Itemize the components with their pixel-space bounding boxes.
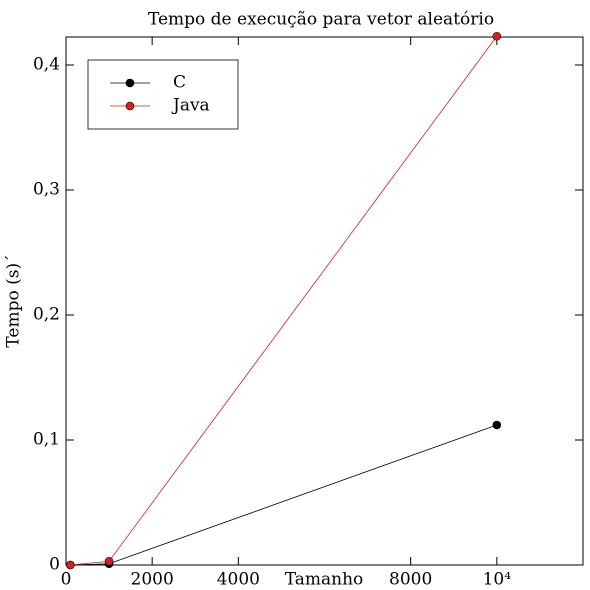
x-tick-label: 2000 [131, 570, 174, 590]
y-tick-label: 0 [49, 555, 60, 575]
data-point [492, 420, 502, 430]
y-tick-label: 0,2 [33, 305, 60, 325]
series-line [70, 424, 497, 566]
legend-marker [125, 78, 135, 88]
y-tick-label: 0,4 [33, 55, 60, 75]
chart-title: Tempo de execução para vetor aleatório [148, 10, 494, 30]
x-tick-label: 10⁴ [483, 570, 512, 590]
x-tick-label: 0 [61, 570, 72, 590]
plot-frame [65, 36, 584, 566]
x-tick-label: 8000 [389, 570, 432, 590]
data-point [66, 560, 75, 570]
legend-marker [125, 101, 135, 111]
y-tick-label: 0,1 [33, 430, 60, 450]
data-point [104, 556, 114, 566]
data-point [492, 31, 502, 41]
legend-label: Java [171, 96, 210, 116]
legend-box [87, 59, 239, 130]
y-tick-label: 0,3 [33, 180, 60, 200]
x-axis-label: Tamanho [285, 570, 364, 590]
y-axis-label: Tempo (s)´ [4, 254, 24, 347]
x-tick-label: 4000 [217, 570, 260, 590]
legend-label: C [173, 73, 186, 93]
